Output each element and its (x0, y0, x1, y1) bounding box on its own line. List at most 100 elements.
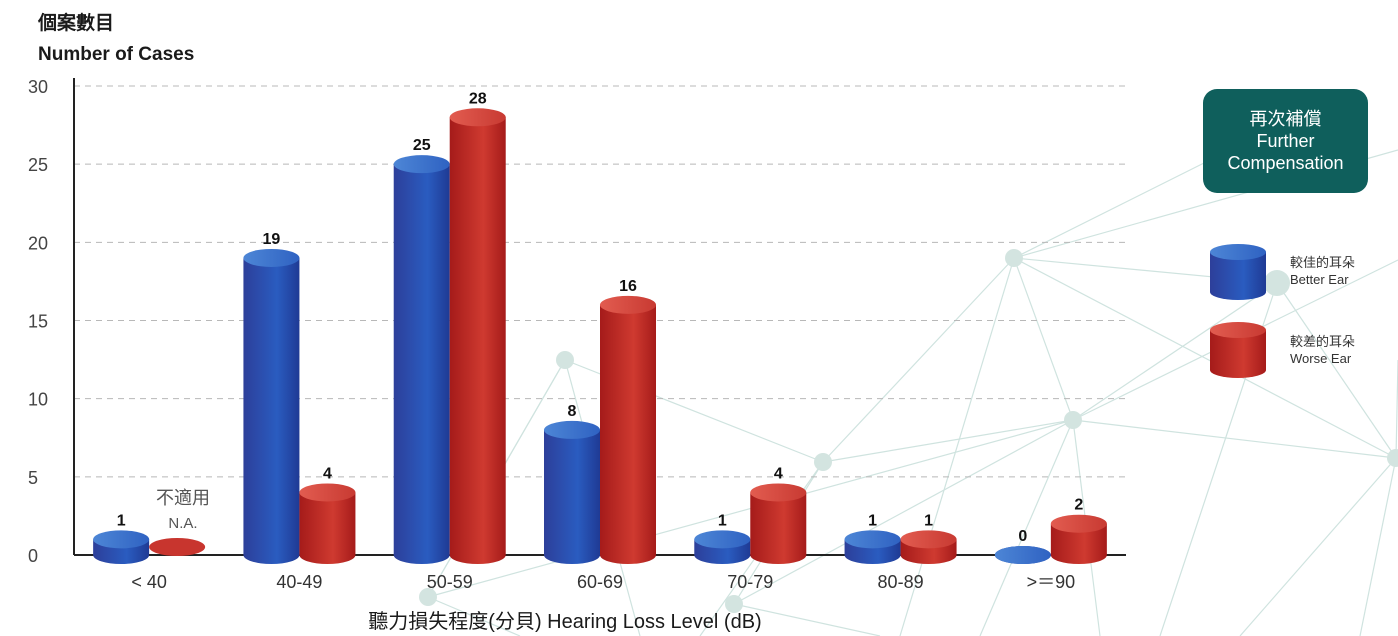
bar-worse-ear-base (750, 546, 807, 564)
data-label: 1 (718, 512, 727, 529)
legend-icon-better-ear-base (1210, 284, 1266, 300)
bar-better-ear-base (243, 546, 300, 564)
bar-better-ear: 19 (243, 231, 300, 564)
bar-worse-ear-top (1050, 514, 1107, 533)
bar-better-ear-base (393, 546, 450, 564)
y-tick-label: 20 (28, 233, 48, 253)
legend-label-cn: 較差的耳朵 (1290, 334, 1356, 349)
x-tick-label: 80-89 (878, 572, 924, 592)
bars: 1 < 40 19 4 40-49 25 28 50-59 8 16 60-69 1 4 70-79 1 1 8… (93, 90, 1107, 592)
data-label: 8 (568, 403, 577, 420)
network-line (733, 603, 881, 636)
bar-better-ear: 25 (393, 137, 450, 564)
network-line (1013, 257, 1074, 421)
bar-better-ear-body (393, 164, 450, 555)
y-tick-label: 25 (28, 155, 48, 175)
legend-icon-worse-ear-base (1210, 362, 1266, 378)
legend-icon-better-ear-top (1210, 244, 1266, 260)
network-line (1013, 257, 1397, 459)
network-line (1359, 457, 1397, 636)
bar-worse-ear-body (600, 304, 656, 555)
network-line (979, 419, 1074, 636)
network-line (822, 257, 1015, 463)
network-node (1005, 249, 1023, 267)
bar-worse-ear-top (600, 295, 656, 314)
bar-worse-ear-na (149, 538, 206, 556)
x-axis-title: 聽力損失程度(分貝) Hearing Loss Level (dB) (368, 610, 761, 633)
bar-better-ear: 0 (994, 528, 1051, 564)
network-node (419, 588, 437, 606)
legend-icon-better-ear (1210, 244, 1266, 300)
y-tick-label: 15 (28, 312, 48, 332)
bar-better-ear-body (544, 429, 600, 555)
bar-worse-ear-top (449, 108, 506, 127)
badge-en-2: Compensation (1227, 153, 1344, 173)
network-node (814, 453, 832, 471)
network-node (1387, 449, 1398, 467)
y-tick-label: 10 (28, 390, 48, 410)
bar-better-ear-top (844, 530, 901, 549)
x-tick-label: 50-59 (427, 572, 473, 592)
x-tick-label: 70-79 (727, 572, 773, 592)
bar-better-ear: 8 (544, 403, 600, 564)
data-label: 2 (1074, 497, 1083, 514)
network-line (1072, 419, 1397, 459)
na-label-cn: 不適用 (156, 488, 210, 508)
network-line (1239, 457, 1397, 636)
y-axis-title-cn: 個案數目 (38, 13, 115, 34)
legend-item-worse-ear: 較差的耳朵 Worse Ear (1290, 333, 1355, 367)
bar-worse-ear-base (600, 546, 656, 564)
x-tick-label: >＝90 (1027, 572, 1076, 592)
bar-better-ear: 1 (694, 512, 751, 564)
bar-worse-ear-body (449, 117, 506, 556)
bar-worse-ear: 1 (900, 512, 957, 564)
bar-worse-ear-base (1050, 546, 1107, 564)
data-label: 4 (774, 465, 783, 482)
network-node (1064, 411, 1082, 429)
badge-cn: 再次補償 (1249, 109, 1322, 129)
legend-icons (1210, 244, 1266, 378)
network-line (427, 596, 521, 636)
y-tick-label: 5 (28, 468, 38, 488)
y-tick-label: 30 (28, 77, 48, 97)
network-line (822, 419, 1074, 463)
bar-worse-ear: 4 (299, 465, 356, 564)
network-line (899, 257, 1015, 636)
bar-worse-ear-base (299, 546, 356, 564)
bar-better-ear-top (243, 248, 300, 267)
network-node (1264, 270, 1290, 296)
data-label: 1 (117, 512, 126, 529)
bar-better-ear-top (393, 155, 450, 174)
network-line (1276, 282, 1397, 459)
na-label-en: N.A. (168, 515, 197, 532)
x-tick-label: 60-69 (577, 572, 623, 592)
bar-better-ear-top (93, 530, 150, 549)
data-label: 19 (263, 231, 281, 248)
x-tick-label: 40-49 (276, 572, 322, 592)
legend-label-en: Worse Ear (1290, 351, 1352, 366)
data-label: 16 (619, 278, 637, 295)
data-label: 25 (413, 137, 431, 154)
bar-worse-ear-body (750, 492, 807, 555)
data-label: 4 (323, 465, 332, 482)
bar-worse-ear-base (900, 546, 957, 564)
y-axis-title-en: Number of Cases (38, 44, 195, 65)
network-line (1072, 282, 1278, 421)
bar-better-ear-base (844, 546, 901, 564)
bar-worse-ear-body (299, 492, 356, 555)
network-node (725, 595, 743, 613)
legend-label-cn: 較佳的耳朵 (1290, 255, 1356, 270)
bar-better-ear-base (544, 546, 600, 564)
bar-better-ear-base (694, 546, 751, 564)
legend-icon-worse-ear-top (1210, 322, 1266, 338)
bar-worse-ear-base (449, 546, 506, 564)
data-label: 28 (469, 90, 487, 107)
y-tick-label: 0 (28, 546, 38, 566)
legend-icon-worse-ear (1210, 322, 1266, 378)
network-node (556, 351, 574, 369)
bar-better-ear-top (694, 530, 751, 549)
bar-worse-ear-top (750, 483, 807, 502)
bar-better-ear-top (994, 546, 1051, 564)
